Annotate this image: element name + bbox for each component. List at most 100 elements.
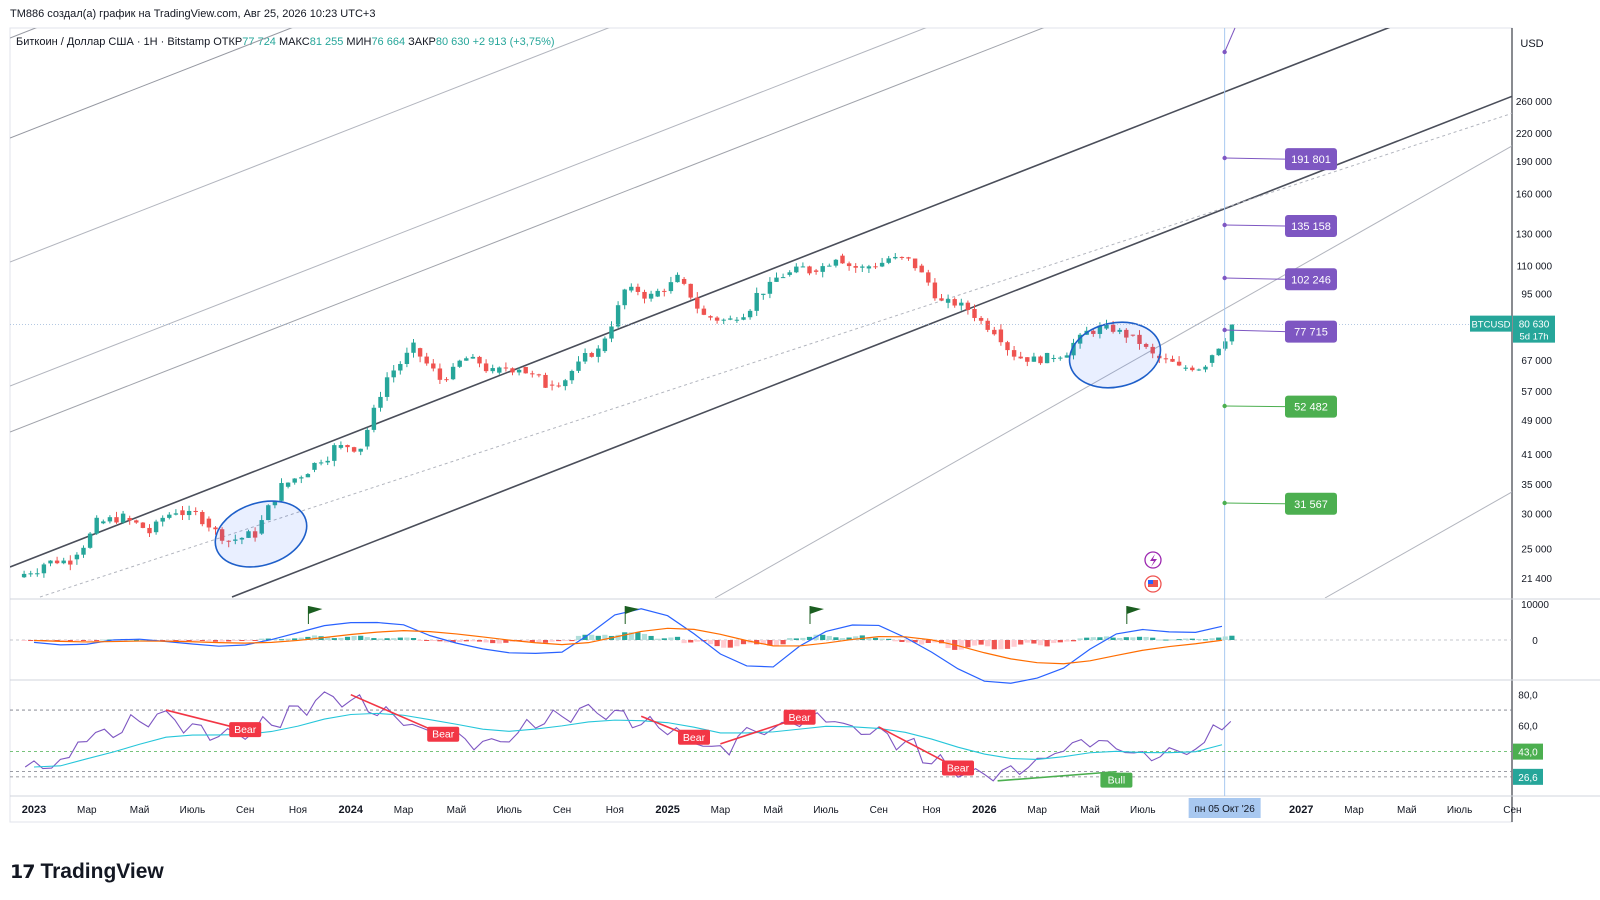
macd-histogram-bar [179,640,186,642]
chart-attribution: TM886 создал(а) график на TradingView.co… [10,8,376,20]
candle-body [61,560,66,564]
price-axis-tick: 95 000 [1521,289,1552,300]
macd-histogram-bar [714,640,720,647]
candle-body [186,510,192,516]
macd-histogram-bar [272,638,278,640]
macd-histogram-bar [1169,639,1176,641]
macd-histogram-bar [562,640,568,641]
price-axis-tick: 21 400 [1521,574,1552,585]
candle-body [127,517,132,521]
macd-axis-tick: 0 [1532,636,1538,647]
macd-histogram-bar [833,637,839,640]
macd-histogram-bar [1222,636,1228,640]
macd-histogram-bar [404,637,410,640]
macd-histogram-bar [166,640,172,641]
candle-body [464,358,469,361]
candle-body [1137,334,1142,344]
macd-histogram-bar [28,640,34,642]
candle-body [417,348,423,357]
candle-body [444,379,449,381]
macd-histogram-bar [1136,636,1143,640]
target-anchor-point [1222,403,1227,409]
macd-histogram-bar [1143,636,1149,640]
macd-histogram-bar [602,634,608,640]
macd-histogram-bar [549,640,555,642]
candle-body [530,373,535,375]
rsi-line [24,691,1232,782]
target-anchor-point [1222,275,1227,281]
macd-histogram-bar [958,640,964,650]
candle-body [1064,355,1070,358]
time-axis-tick: Май [130,805,150,816]
macd-histogram-bar [674,636,681,640]
macd-histogram-bar [1156,639,1162,641]
candle-body [688,283,693,298]
candle-body [846,263,852,267]
candle-body [74,554,80,560]
macd-histogram-bar [668,637,674,640]
macd-histogram-bar [965,640,971,648]
candle-body [952,299,957,306]
time-axis-tick: Май [1080,805,1100,816]
candle-body [629,286,634,291]
macd-histogram-bar [443,640,450,643]
macd-histogram-bar [912,640,918,643]
candle-body [589,353,594,357]
macd-histogram-bar [1189,638,1195,640]
macd-histogram-bar [470,640,476,642]
macd-histogram-bar [259,638,265,640]
macd-histogram-bar [173,640,179,641]
macd-histogram-bar [358,635,364,640]
macd-histogram-bar [628,632,634,640]
candle-body [1058,357,1063,359]
macd-histogram-bar [536,640,542,643]
macd-histogram-bar [331,638,337,640]
macd-histogram-bar [206,640,212,642]
candle-body [378,396,383,408]
macd-histogram-bar [879,638,885,640]
macd-histogram-bar [839,638,846,640]
highlight-ellipse [214,500,308,568]
target-anchor-point [1222,500,1227,506]
candle-body [714,317,720,321]
candle-body [48,560,53,564]
macd-histogram-bar [87,640,93,641]
candle-body [490,368,495,372]
macd-histogram-bar [978,640,984,645]
symbol-info-part: МАКС [279,36,310,48]
candle-body [114,517,119,523]
macd-histogram-bar [391,638,397,640]
macd-histogram-bar [1031,640,1037,644]
candle-body [384,377,390,397]
candle-body [1031,356,1037,362]
macd-histogram-bar [80,640,87,641]
target-label-box [1285,492,1337,515]
macd-histogram-bar [245,640,252,641]
macd-axis-tick: 10000 [1521,600,1549,611]
target-projection-line [1224,157,1286,160]
candle-body [648,293,654,299]
channel-lower-line [714,145,1512,598]
macd-histogram-bar [635,632,641,640]
symbol-info-part: 81 255 [310,36,347,48]
candle-body [998,329,1004,343]
channel-line [10,28,610,263]
chart-frame [9,27,1513,823]
rsi-axis-tick: 60,0 [1518,721,1538,732]
candle-body [1005,342,1010,351]
macd-histogram-bar [417,640,423,641]
macd-histogram-bar [1216,637,1222,640]
macd-histogram-bar [212,640,219,642]
macd-histogram-bar [641,633,648,640]
tradingview-logo[interactable]: 17 TradingView [10,860,164,884]
time-axis-tick: Ноя [289,805,307,816]
macd-histogram-bar [298,637,304,640]
candle-body [457,360,462,367]
macd-histogram-bar [377,638,384,640]
rsi-divergence-label: Bear [789,712,812,724]
candle-body [569,370,575,381]
rsi-divergence-label: Bear [432,729,455,741]
time-axis-tick: Сен [553,805,571,816]
candle-body [615,305,621,327]
